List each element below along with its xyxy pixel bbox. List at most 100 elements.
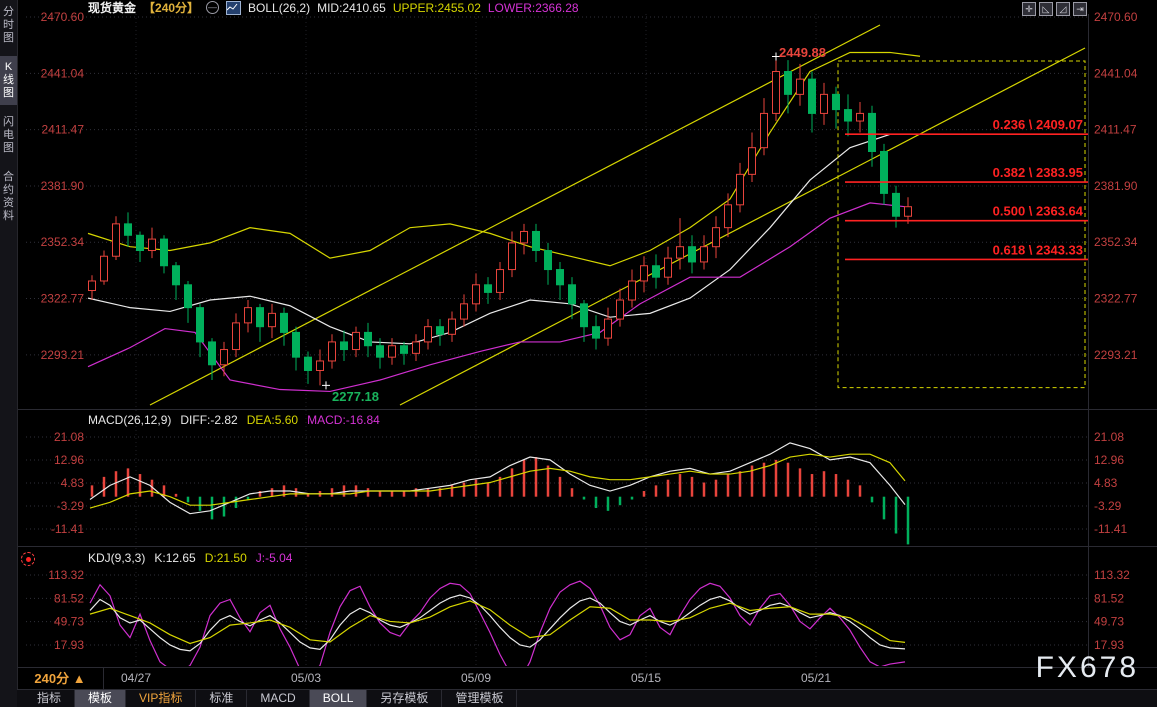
period-selector[interactable]: 240分 ▲	[17, 668, 104, 689]
chart-header: 现货黄金 【240分】 — BOLL(26,2) MID:2410.65 UPP…	[88, 0, 579, 15]
svg-text:113.32: 113.32	[1094, 568, 1130, 582]
toolbar-item-label: 另存模板	[380, 691, 429, 705]
toolbar-item[interactable]: MACD	[247, 690, 310, 707]
svg-text:-11.41: -11.41	[1094, 522, 1127, 536]
boll-indicator-title: BOLL(26,2)	[248, 0, 311, 15]
svg-text:05/09: 05/09	[461, 671, 491, 685]
svg-text:05/03: 05/03	[291, 671, 321, 685]
svg-text:2381.90: 2381.90	[41, 179, 85, 193]
svg-text:-3.29: -3.29	[1094, 499, 1122, 513]
window-icon[interactable]: ⇥	[1073, 2, 1087, 16]
svg-text:2449.88: 2449.88	[779, 45, 826, 60]
svg-text:04/27: 04/27	[121, 671, 151, 685]
kdj-title: KDJ(9,3,3)	[88, 551, 146, 565]
toolbar-item[interactable]: 模板	[75, 690, 127, 707]
svg-text:12.96: 12.96	[1094, 453, 1124, 467]
macd-macd-value: MACD:-16.84	[307, 413, 380, 427]
svg-text:12.96: 12.96	[54, 453, 84, 467]
boll-indicator-icon[interactable]	[226, 0, 242, 15]
macd-header: MACD(26,12,9) DIFF:-2.82 DEA:5.60 MACD:-…	[88, 413, 380, 427]
toolbar-item[interactable]: BOLL	[309, 690, 368, 707]
svg-text:2352.34: 2352.34	[1094, 235, 1138, 249]
toolbar-item-label: BOLL	[322, 691, 354, 705]
kdj-j-value: J:-5.04	[255, 551, 293, 565]
sidebar-item-label: K线图	[3, 61, 14, 99]
svg-text:2411.47: 2411.47	[1094, 123, 1137, 137]
svg-text:2411.47: 2411.47	[42, 123, 85, 137]
svg-text:17.93: 17.93	[54, 638, 84, 652]
watermark: FX678	[1035, 651, 1139, 684]
svg-text:17.93: 17.93	[1094, 638, 1124, 652]
svg-text:81.52: 81.52	[54, 591, 84, 605]
boll-lower-value: LOWER:2366.28	[487, 0, 579, 15]
sidebar-item[interactable]: 分时图	[0, 1, 17, 50]
sidebar-item-label: 合约资料	[3, 171, 14, 222]
svg-text:-11.41: -11.41	[51, 522, 84, 536]
svg-text:0.618 \ 2343.33: 0.618 \ 2343.33	[993, 242, 1083, 257]
macd-dea-value: DEA:5.60	[246, 413, 299, 427]
macd-title: MACD(26,12,9)	[88, 413, 172, 427]
svg-text:05/15: 05/15	[631, 671, 661, 685]
svg-text:49.73: 49.73	[1094, 615, 1124, 629]
svg-text:2293.21: 2293.21	[41, 348, 85, 362]
period-arrow-icon: ▲	[72, 671, 86, 686]
sidebar-item[interactable]: 合约资料	[0, 166, 17, 228]
sidebar-item-label: 闪电图	[3, 116, 14, 154]
toolbar-item-label: 管理模板	[455, 691, 504, 705]
toolbar-item-label: 模板	[88, 691, 113, 705]
svg-text:2470.60: 2470.60	[41, 10, 85, 24]
collapse-icon[interactable]: —	[206, 1, 220, 14]
sidebar: 分时图 K线图 闪电图 合约资料	[0, 0, 18, 707]
symbol-title: 现货黄金	[88, 1, 137, 15]
toolbar-item-label: VIP指标	[139, 691, 183, 705]
period-title: 【240分】	[143, 1, 200, 15]
kdj-d-value: D:21.50	[204, 551, 247, 565]
svg-text:2381.90: 2381.90	[1094, 179, 1138, 193]
svg-text:81.52: 81.52	[1094, 591, 1124, 605]
svg-text:0.500 \ 2363.64: 0.500 \ 2363.64	[993, 204, 1084, 219]
svg-text:113.32: 113.32	[48, 568, 84, 582]
kdj-header: KDJ(9,3,3) K:12.65 D:21.50 J:-5.04	[88, 551, 292, 565]
toolbar-item[interactable]: 管理模板	[442, 690, 518, 707]
sidebar-item[interactable]: K线图	[0, 56, 17, 105]
sidebar-item-label: 分时图	[3, 6, 14, 44]
kdj-k-value: K:12.65	[154, 551, 196, 565]
svg-text:21.08: 21.08	[54, 430, 84, 444]
window-icon-group: ✛ ◺ ◿ ⇥	[1022, 2, 1087, 16]
toolbar-item-label: 标准	[209, 691, 234, 705]
svg-text:2441.04: 2441.04	[1094, 66, 1138, 80]
svg-text:2352.34: 2352.34	[41, 235, 85, 249]
svg-text:0.382 \ 2383.95: 0.382 \ 2383.95	[993, 165, 1083, 180]
window-icon[interactable]: ✛	[1022, 2, 1036, 16]
toolbar-item[interactable]: 标准	[196, 690, 248, 707]
svg-text:2293.21: 2293.21	[1094, 348, 1138, 362]
svg-text:2322.77: 2322.77	[41, 292, 85, 306]
window-icon[interactable]: ◺	[1039, 2, 1053, 16]
toolbar-item[interactable]: VIP指标	[126, 690, 197, 707]
boll-mid-value: MID:2410.65	[317, 0, 386, 15]
toolbar-item[interactable]: 指标	[24, 690, 76, 707]
macd-diff-value: DIFF:-2.82	[180, 413, 238, 427]
boll-upper-value: UPPER:2455.02	[392, 0, 481, 15]
bottom-toolbar: 指标 模板 VIP指标 标准 MACD BOLL 另存模板 管理模板	[17, 689, 1157, 707]
toolbar-item-label: 指标	[37, 691, 62, 705]
x-axis-strip: 240分 ▲	[17, 667, 1157, 689]
svg-text:2277.18: 2277.18	[332, 389, 379, 404]
svg-text:05/21: 05/21	[801, 671, 831, 685]
svg-text:-3.29: -3.29	[57, 499, 85, 513]
toolbar-item-label: MACD	[260, 691, 296, 705]
svg-text:2441.04: 2441.04	[41, 66, 85, 80]
svg-text:2470.60: 2470.60	[1094, 10, 1138, 24]
svg-text:4.83: 4.83	[1094, 476, 1118, 490]
svg-text:4.83: 4.83	[61, 476, 85, 490]
toolbar-item[interactable]: 另存模板	[367, 690, 443, 707]
sidebar-item[interactable]: 闪电图	[0, 111, 17, 160]
svg-text:49.73: 49.73	[54, 615, 84, 629]
indicator-marker-icon[interactable]	[21, 552, 35, 566]
svg-text:0.236 \ 2409.07: 0.236 \ 2409.07	[993, 117, 1083, 132]
svg-text:2322.77: 2322.77	[1094, 292, 1138, 306]
svg-text:21.08: 21.08	[1094, 430, 1124, 444]
window-icon[interactable]: ◿	[1056, 2, 1070, 16]
period-label: 240分	[34, 671, 70, 686]
